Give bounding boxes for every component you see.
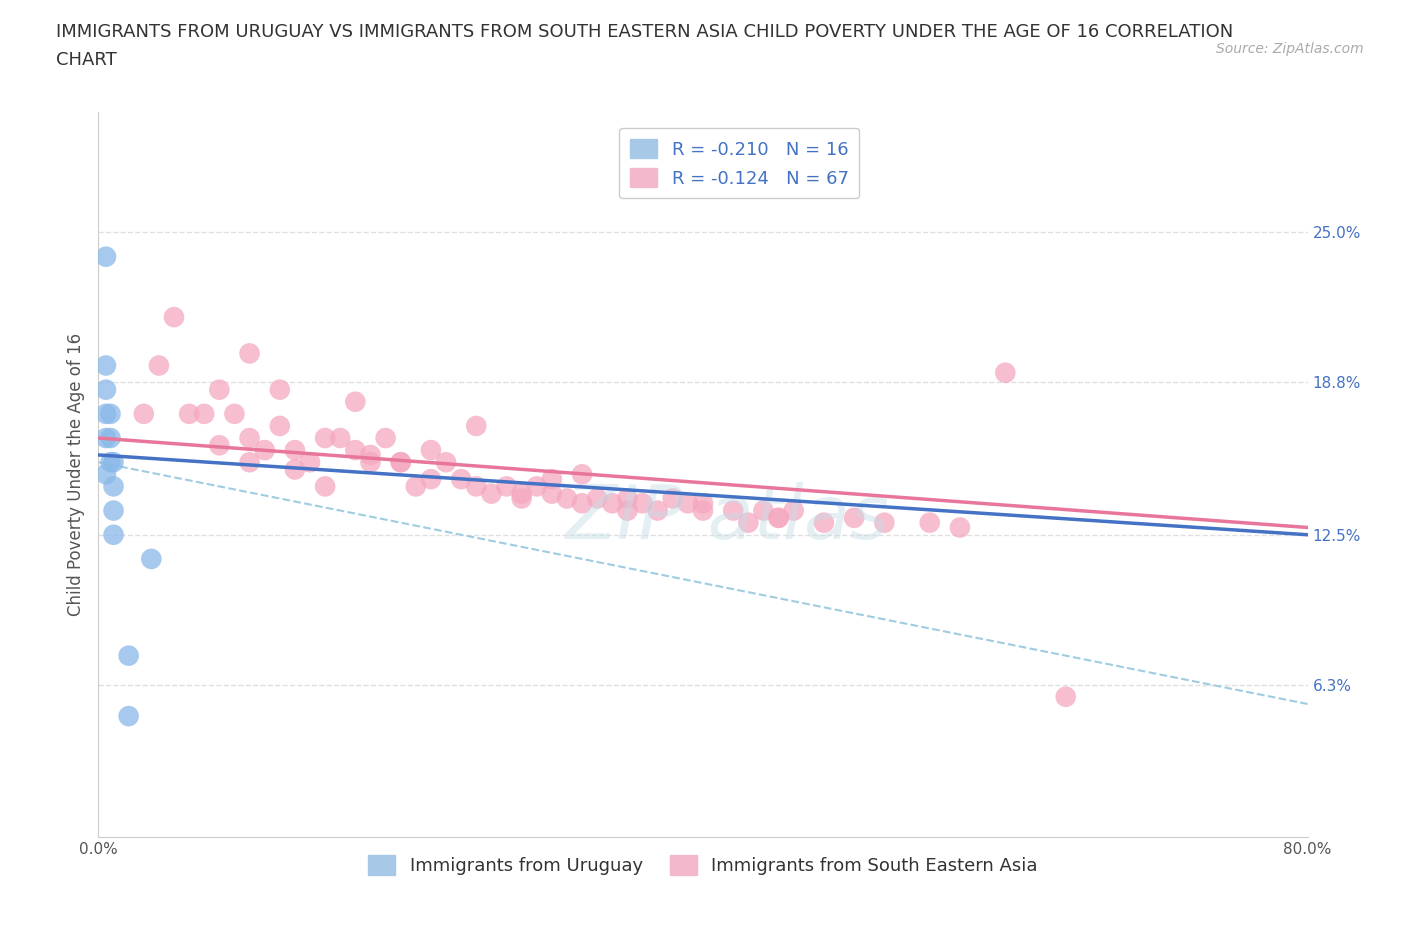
Point xyxy=(224,406,246,421)
Point xyxy=(94,358,117,373)
Point xyxy=(118,648,141,663)
Point xyxy=(723,503,745,518)
Point xyxy=(844,511,866,525)
Point xyxy=(692,496,714,511)
Point xyxy=(344,394,367,409)
Point xyxy=(737,515,759,530)
Point xyxy=(253,443,276,458)
Point xyxy=(949,520,972,535)
Point xyxy=(510,491,533,506)
Point xyxy=(208,382,231,397)
Point xyxy=(526,479,548,494)
Y-axis label: Child Poverty Under the Age of 16: Child Poverty Under the Age of 16 xyxy=(66,333,84,616)
Point xyxy=(540,472,562,486)
Point xyxy=(768,511,790,525)
Point xyxy=(141,551,163,566)
Point xyxy=(647,503,669,518)
Point xyxy=(918,515,941,530)
Point xyxy=(269,382,291,397)
Text: ZIP atlas: ZIP atlas xyxy=(565,482,889,554)
Point xyxy=(692,503,714,518)
Point xyxy=(100,431,122,445)
Text: IMMIGRANTS FROM URUGUAY VS IMMIGRANTS FROM SOUTH EASTERN ASIA CHILD POVERTY UNDE: IMMIGRANTS FROM URUGUAY VS IMMIGRANTS FR… xyxy=(56,23,1233,41)
Point xyxy=(239,431,262,445)
Point xyxy=(571,496,593,511)
Point xyxy=(269,418,291,433)
Point xyxy=(163,310,186,325)
Point xyxy=(284,443,307,458)
Point xyxy=(813,515,835,530)
Point xyxy=(239,455,262,470)
Text: Source: ZipAtlas.com: Source: ZipAtlas.com xyxy=(1216,42,1364,56)
Point xyxy=(94,431,117,445)
Point xyxy=(329,431,352,445)
Text: CHART: CHART xyxy=(56,51,117,69)
Point xyxy=(299,455,322,470)
Point xyxy=(994,365,1017,380)
Point xyxy=(94,406,117,421)
Point xyxy=(344,443,367,458)
Point xyxy=(360,455,382,470)
Point xyxy=(481,486,503,501)
Point xyxy=(510,486,533,501)
Point xyxy=(103,479,125,494)
Point xyxy=(465,418,488,433)
Point xyxy=(314,479,336,494)
Legend: Immigrants from Uruguay, Immigrants from South Eastern Asia: Immigrants from Uruguay, Immigrants from… xyxy=(361,848,1045,883)
Point xyxy=(103,455,125,470)
Point xyxy=(118,709,141,724)
Point xyxy=(100,406,122,421)
Point xyxy=(193,406,215,421)
Point xyxy=(602,496,624,511)
Point xyxy=(450,472,472,486)
Point xyxy=(676,496,699,511)
Point xyxy=(94,382,117,397)
Point xyxy=(389,455,412,470)
Point xyxy=(148,358,170,373)
Point xyxy=(616,503,638,518)
Point xyxy=(661,491,683,506)
Point xyxy=(768,511,790,525)
Point xyxy=(873,515,896,530)
Point xyxy=(631,496,654,511)
Point xyxy=(132,406,155,421)
Point xyxy=(374,431,396,445)
Point xyxy=(495,479,517,494)
Point xyxy=(179,406,201,421)
Point xyxy=(434,455,457,470)
Point xyxy=(208,438,231,453)
Point xyxy=(405,479,427,494)
Point xyxy=(571,467,593,482)
Point xyxy=(420,472,443,486)
Point xyxy=(465,479,488,494)
Point xyxy=(94,249,117,264)
Point xyxy=(555,491,578,506)
Point xyxy=(752,503,775,518)
Point xyxy=(100,455,122,470)
Point xyxy=(540,486,562,501)
Point xyxy=(1054,689,1077,704)
Point xyxy=(103,503,125,518)
Point xyxy=(616,491,638,506)
Point xyxy=(783,503,806,518)
Point xyxy=(239,346,262,361)
Point xyxy=(586,491,609,506)
Point xyxy=(284,462,307,477)
Point xyxy=(314,431,336,445)
Point xyxy=(103,527,125,542)
Point xyxy=(389,455,412,470)
Point xyxy=(420,443,443,458)
Point xyxy=(360,447,382,462)
Point xyxy=(94,467,117,482)
